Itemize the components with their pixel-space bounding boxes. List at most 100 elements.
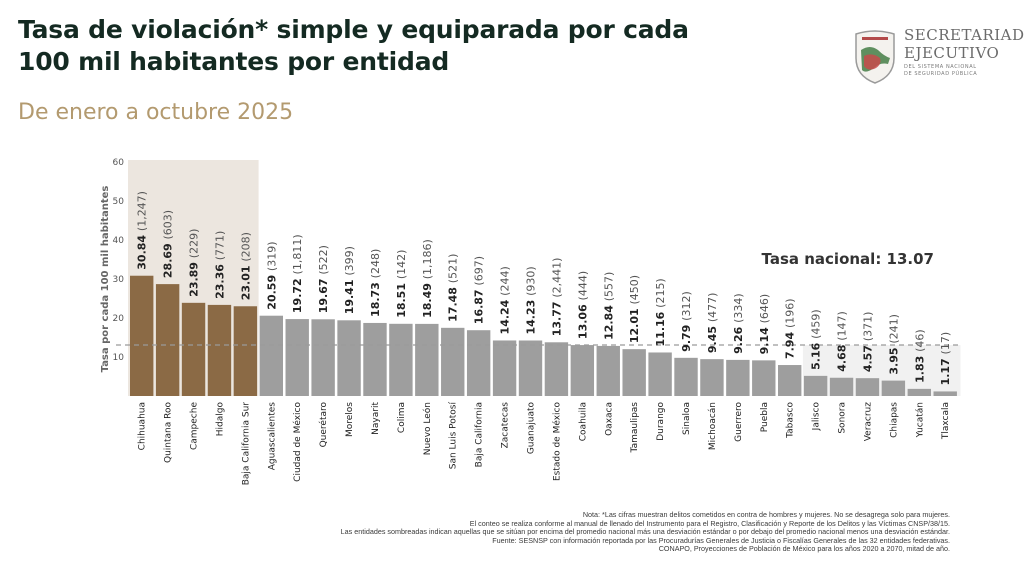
- x-tick-label: Campeche: [190, 402, 200, 450]
- data-label-count: (215): [654, 278, 667, 308]
- data-label-count: (697): [473, 256, 486, 286]
- data-label-count: (557): [602, 272, 615, 302]
- data-label: 16.87 (697): [473, 256, 486, 324]
- x-tick-label: Guerrero: [734, 402, 744, 442]
- x-tick-label: Chiapas: [889, 402, 899, 438]
- x-tick-label: Oaxaca: [604, 402, 614, 436]
- x-tick-label: Sinaloa: [682, 402, 692, 435]
- data-label: 5.16 (459): [810, 309, 823, 370]
- x-tick-label: Morelos: [345, 402, 355, 437]
- data-label: 23.36 (771): [213, 231, 226, 299]
- y-tick-label: 10: [113, 353, 125, 363]
- data-label: 12.84 (557): [602, 272, 615, 340]
- bar-tlaxcala: [933, 391, 957, 396]
- x-tick-label: Chihuahua: [138, 402, 148, 450]
- x-tick-label: Querétaro: [318, 402, 329, 448]
- data-label: 17.48 (521): [447, 254, 460, 322]
- data-label-value: 20.59: [265, 271, 278, 310]
- logo: SECRETARIADO EJECUTIVO DEL SISTEMA NACIO…: [852, 24, 1024, 86]
- x-tick-label: Durango: [656, 402, 666, 441]
- data-label: 23.01 (208): [239, 232, 252, 300]
- data-label-count: (142): [395, 250, 408, 280]
- data-label: 13.06 (444): [576, 271, 589, 339]
- x-tick-label: Veracruz: [863, 402, 873, 442]
- data-label-count: (147): [836, 311, 849, 341]
- logo-line-2: EJECUTIVO: [904, 44, 1000, 62]
- data-label-count: (17): [939, 332, 952, 355]
- data-label-value: 14.23: [525, 296, 538, 335]
- bar-oaxaca: [596, 345, 620, 396]
- data-label: 20.59 (319): [265, 241, 278, 309]
- bar-zacatecas: [492, 340, 517, 396]
- x-tick-label: Baja California Sur: [241, 402, 251, 486]
- bar-chiapas: [881, 380, 906, 396]
- data-label-value: 4.57: [861, 341, 874, 372]
- data-label-value: 4.68: [836, 341, 849, 372]
- bar-jalisco: [803, 375, 828, 396]
- data-label: 9.45 (477): [706, 293, 719, 354]
- data-label: 18.51 (142): [395, 250, 408, 318]
- data-label-value: 19.41: [343, 276, 356, 315]
- national-rate-label: Tasa nacional: 13.07: [762, 250, 934, 268]
- bar-durango: [648, 352, 672, 396]
- title-line-1: Tasa de violación* simple y equiparada p…: [18, 15, 689, 44]
- x-tick-label: Hidalgo: [215, 402, 225, 437]
- y-tick-label: 30: [113, 275, 125, 285]
- data-label-value: 7.94: [784, 328, 797, 359]
- data-label: 28.69 (603): [162, 210, 175, 278]
- data-label-count: (208): [239, 232, 252, 262]
- data-label: 11.16 (215): [654, 278, 667, 346]
- x-tick-label: Nayarit: [371, 402, 381, 435]
- data-label-count: (771): [213, 231, 226, 261]
- bar-nayarit: [363, 322, 387, 396]
- data-label-value: 28.69: [162, 239, 175, 278]
- x-tick-label: Tlaxcala: [941, 402, 951, 440]
- bar-chihuahua: [130, 275, 154, 396]
- data-label-value: 5.16: [810, 339, 823, 370]
- x-tick-label: Puebla: [760, 402, 770, 432]
- data-label-value: 16.87: [473, 286, 486, 325]
- data-label-value: 18.51: [395, 279, 408, 318]
- bar-campeche: [181, 302, 206, 396]
- x-tick-label: Zacatecas: [501, 402, 511, 449]
- x-tick-label: Nuevo León: [422, 402, 433, 455]
- data-label: 1.83 (46): [913, 329, 926, 383]
- data-label-value: 13.06: [576, 300, 589, 339]
- data-label-count: (229): [188, 229, 201, 259]
- data-label-count: (46): [913, 329, 926, 352]
- logo-line-1: SECRETARIADO: [904, 26, 1024, 44]
- data-label: 7.94 (196): [784, 298, 797, 359]
- bar-guerrero: [726, 359, 750, 396]
- data-label-count: (521): [447, 254, 460, 284]
- data-label-value: 1.17: [939, 354, 952, 385]
- x-tick-label: Colima: [397, 402, 407, 433]
- bar-quintana-roo: [155, 284, 180, 396]
- data-label: 13.77 (2,441): [550, 258, 563, 337]
- bar-quer-taro: [311, 319, 335, 396]
- data-label-count: (1,247): [136, 191, 149, 231]
- data-label-value: 18.49: [421, 279, 434, 318]
- data-label-value: 12.84: [602, 301, 615, 340]
- title-line-2: 100 mil habitantes por entidad: [18, 47, 450, 76]
- bar-coahuila: [570, 345, 595, 396]
- data-label-count: (241): [887, 314, 900, 344]
- y-tick-label: 20: [113, 314, 125, 324]
- x-tick-label: Estado de México: [551, 402, 562, 482]
- x-tick-label: Yucatán: [915, 402, 925, 438]
- data-label-value: 19.72: [291, 274, 304, 313]
- data-label-value: 1.83: [913, 352, 926, 383]
- data-label-value: 11.16: [654, 308, 667, 347]
- data-label: 19.72 (1,811): [291, 234, 304, 313]
- data-label-value: 9.26: [732, 323, 745, 354]
- data-label-count: (319): [265, 241, 278, 271]
- data-label: 19.41 (399): [343, 246, 356, 314]
- data-label: 3.95 (241): [887, 314, 900, 375]
- data-label: 14.24 (244): [499, 266, 512, 334]
- bar-ciudad-de-m-xico: [285, 319, 309, 396]
- data-label-value: 12.01: [628, 305, 641, 344]
- data-label-count: (603): [162, 210, 175, 240]
- bar-michoac-n: [700, 359, 724, 396]
- data-label: 9.26 (334): [732, 293, 745, 354]
- data-label-value: 17.48: [447, 283, 460, 322]
